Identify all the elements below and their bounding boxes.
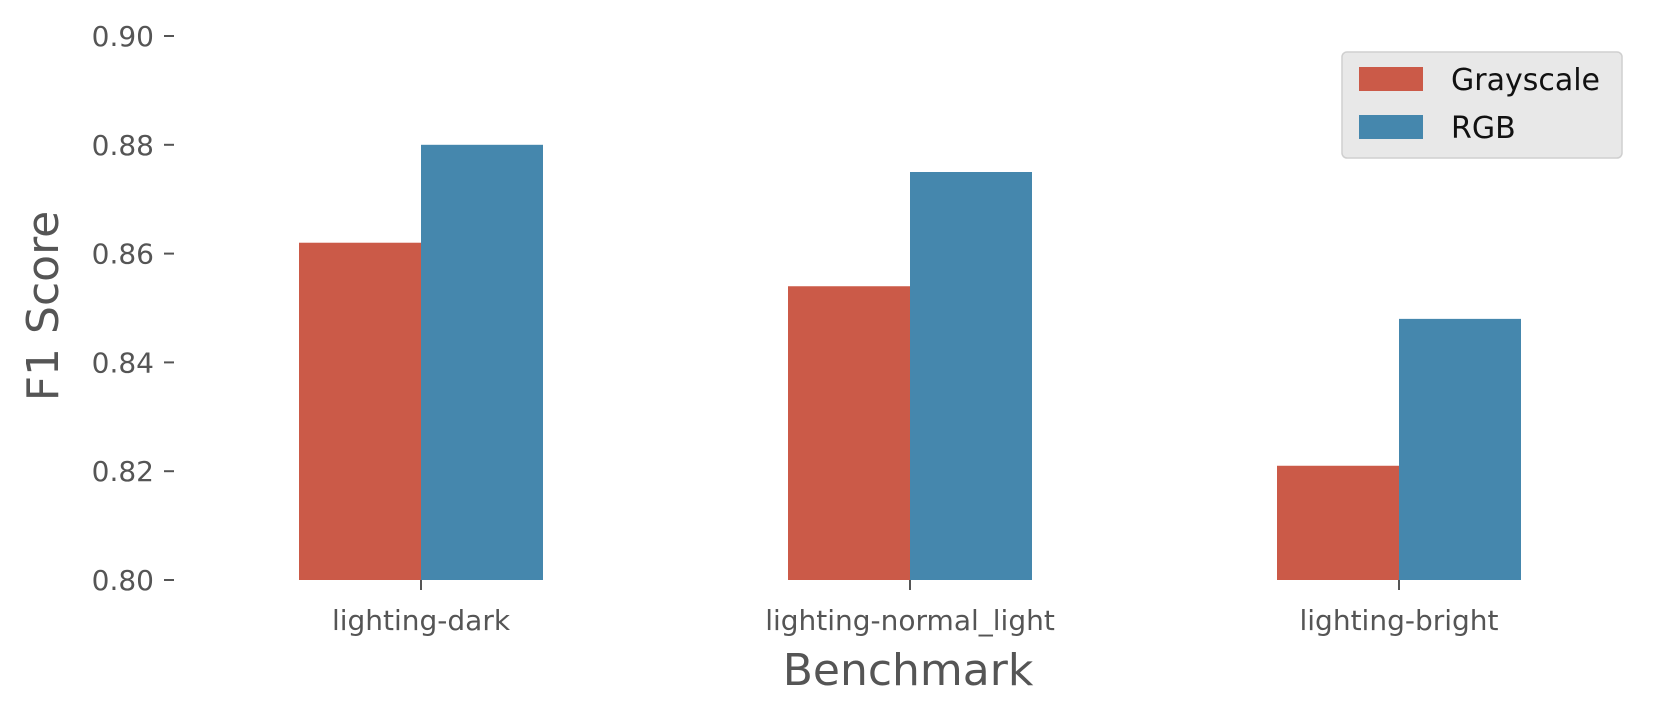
- bar-grayscale-lighting-normal_light: [788, 286, 910, 580]
- y-tick-label: 0.90: [92, 20, 154, 53]
- y-tick-label: 0.88: [92, 129, 154, 162]
- bar-rgb-lighting-dark: [421, 144, 543, 581]
- x-tick-label: lighting-normal_light: [765, 604, 1055, 637]
- x-axis-title: Benchmark: [783, 645, 1034, 696]
- bar-grayscale-lighting-bright: [1277, 465, 1399, 580]
- y-tick-label: 0.82: [92, 455, 154, 488]
- y-tick-label: 0.84: [92, 346, 154, 379]
- legend-label-grayscale: Grayscale: [1451, 63, 1600, 98]
- legend-label-rgb: RGB: [1451, 111, 1516, 146]
- legend: Grayscale RGB: [1341, 51, 1623, 159]
- bars: [299, 144, 1521, 581]
- x-tick-label: lighting-bright: [1299, 604, 1498, 637]
- legend-swatch-rgb: [1359, 115, 1423, 139]
- legend-swatch-grayscale: [1359, 67, 1423, 91]
- x-tick-label: lighting-dark: [332, 604, 511, 637]
- y-axis: 0.80 0.82 0.84 0.86 0.88 0.90: [92, 20, 174, 597]
- x-axis: lighting-dark lighting-normal_light lighti…: [332, 580, 1499, 637]
- bar-rgb-lighting-bright: [1399, 318, 1521, 580]
- y-tick-label: 0.80: [92, 564, 154, 597]
- bar-rgb-lighting-normal_light: [910, 172, 1032, 580]
- y-tick-label: 0.86: [92, 238, 154, 271]
- y-axis-title: F1 Score: [18, 211, 69, 402]
- bar-grayscale-lighting-dark: [299, 242, 421, 580]
